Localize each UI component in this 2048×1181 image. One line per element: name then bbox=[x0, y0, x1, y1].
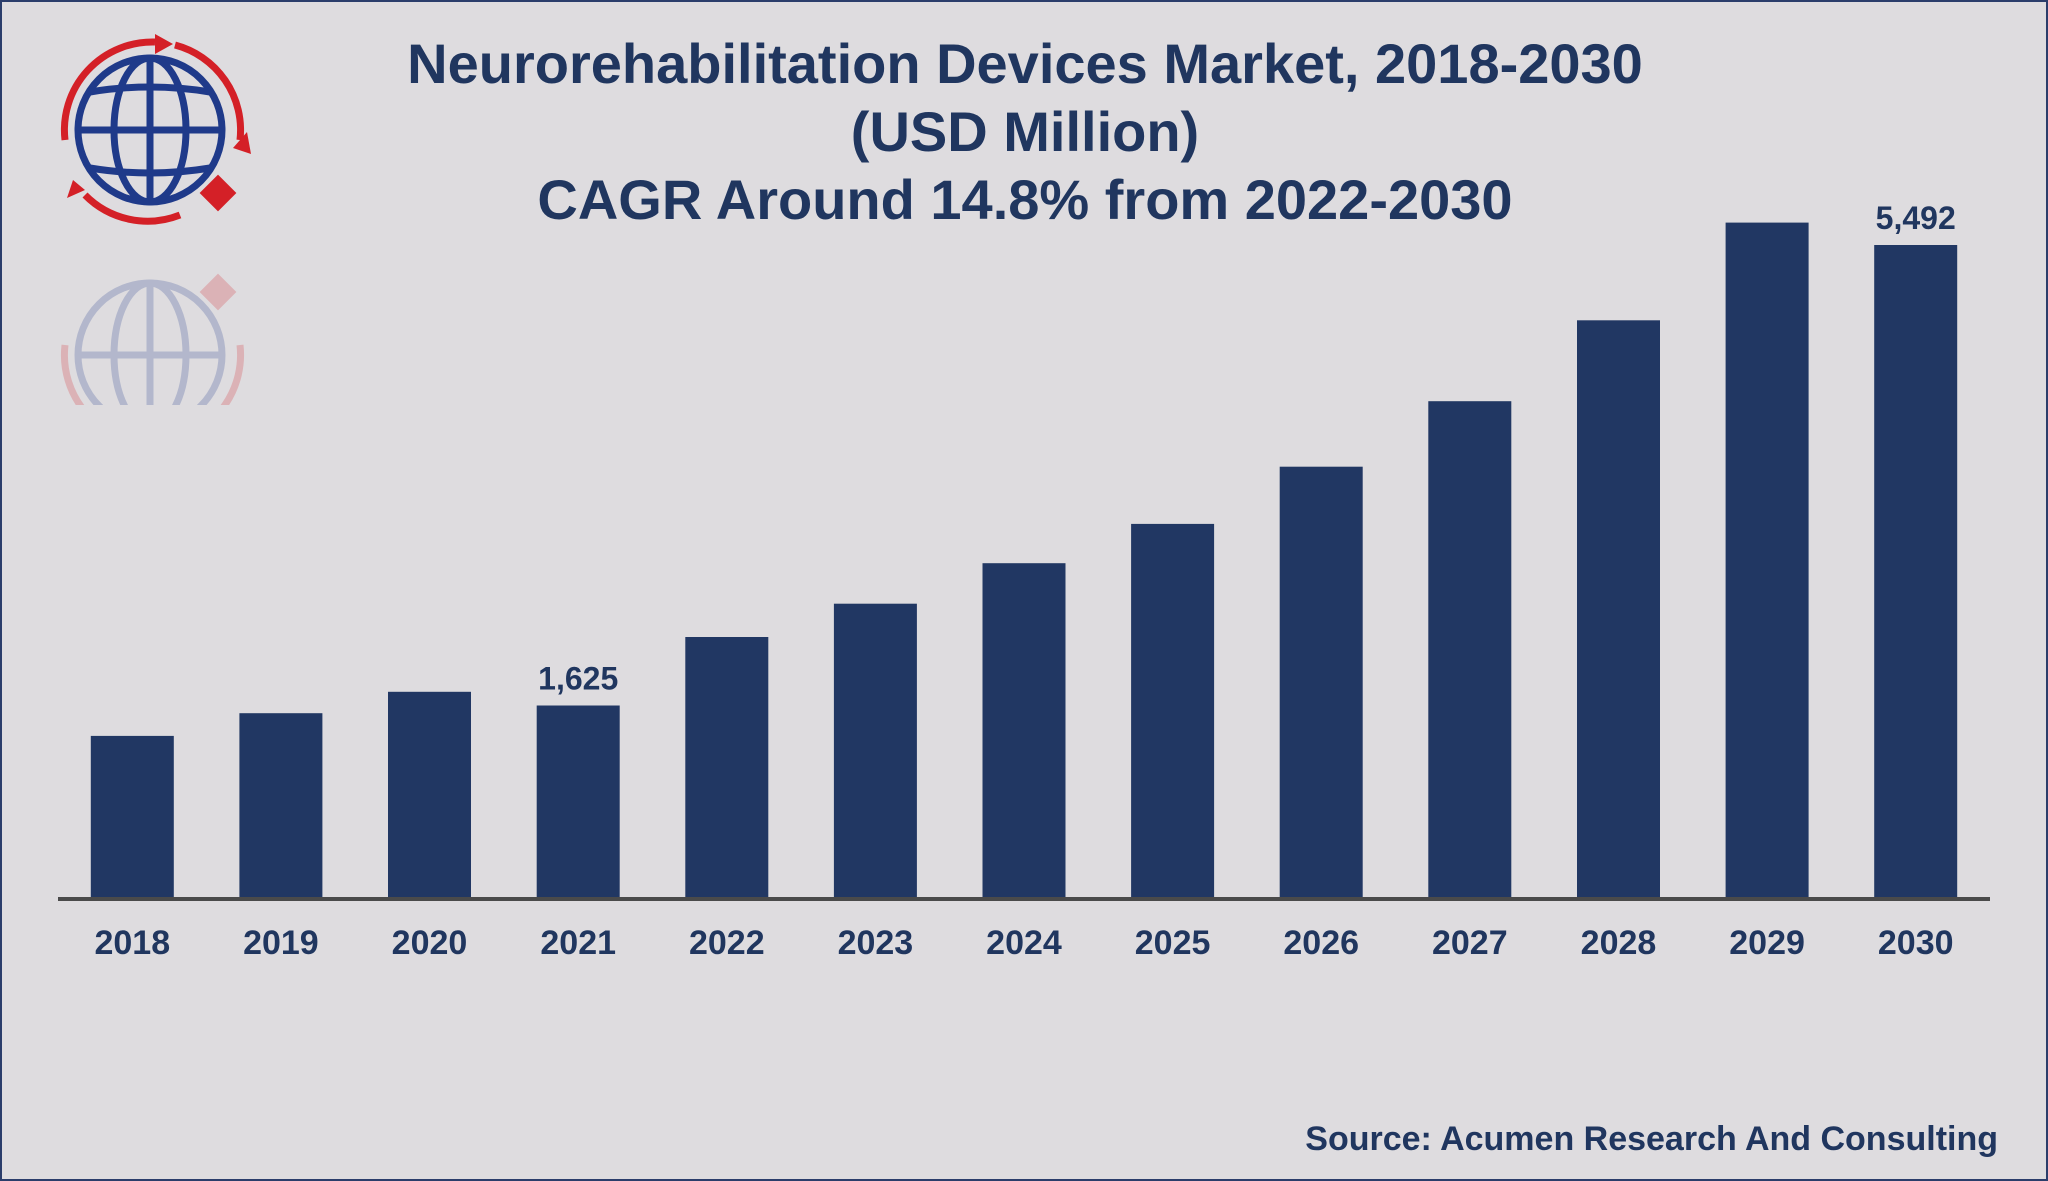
bar-2027 bbox=[1428, 401, 1512, 899]
bar-2019 bbox=[239, 713, 323, 899]
x-tick-label-2023: 2023 bbox=[838, 924, 914, 962]
x-tick-label-2019: 2019 bbox=[243, 924, 319, 962]
bar-2018 bbox=[90, 735, 174, 899]
bar-2024 bbox=[982, 563, 1066, 899]
globe-arrows-logo-icon bbox=[60, 34, 251, 225]
chart-title-line-2: (USD Million) bbox=[850, 100, 1200, 163]
chart-title-line-1: Neurorehabilitation Devices Market, 2018… bbox=[407, 32, 1643, 95]
x-tick-label-2021: 2021 bbox=[540, 924, 616, 962]
bar-2030 bbox=[1874, 245, 1958, 899]
x-tick-label-2022: 2022 bbox=[689, 924, 765, 962]
x-tick-label-2030: 2030 bbox=[1878, 924, 1954, 962]
bar-2029 bbox=[1725, 222, 1809, 900]
bar-2028 bbox=[1577, 320, 1660, 899]
data-label-2030: 5,492 bbox=[1876, 200, 1956, 236]
chart-title: Neurorehabilitation Devices Market, 2018… bbox=[300, 30, 1750, 234]
x-tick-label-2029: 2029 bbox=[1729, 924, 1805, 962]
chart-title-line-3: CAGR Around 14.8% from 2022-2030 bbox=[537, 168, 1513, 231]
bar-2023 bbox=[833, 603, 917, 899]
bar-2022 bbox=[685, 637, 769, 899]
x-tick-label-2020: 2020 bbox=[392, 924, 468, 962]
x-tick-label-2028: 2028 bbox=[1581, 924, 1657, 962]
x-tick-label-2024: 2024 bbox=[986, 924, 1062, 962]
logo-reflection-icon bbox=[60, 273, 245, 405]
x-tick-label-2027: 2027 bbox=[1432, 924, 1508, 962]
data-label-2021: 1,625 bbox=[538, 661, 618, 697]
x-tick-label-2026: 2026 bbox=[1283, 924, 1359, 962]
x-tick-label-2025: 2025 bbox=[1135, 924, 1211, 962]
x-tick-label-2018: 2018 bbox=[94, 924, 170, 962]
bar-2020 bbox=[388, 691, 471, 899]
bar-2021 bbox=[536, 705, 620, 899]
bar-2025 bbox=[1131, 523, 1215, 899]
source-note: Source: Acumen Research And Consulting bbox=[1305, 1120, 1998, 1158]
bar-2026 bbox=[1279, 466, 1363, 899]
